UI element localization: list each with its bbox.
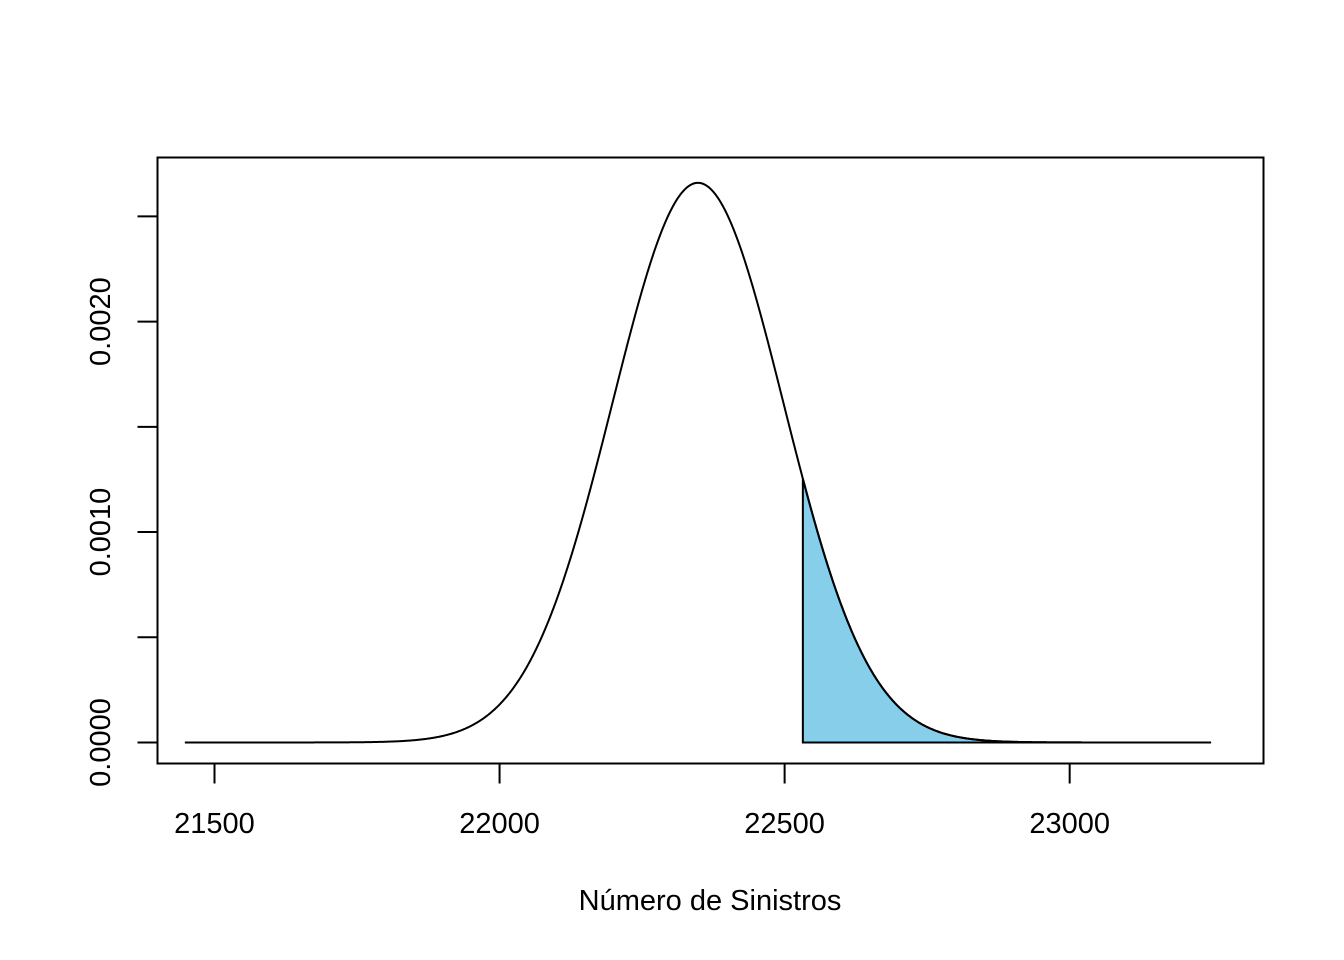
density-curve	[184, 181, 1212, 744]
y-tick-label: 0.0020	[85, 277, 117, 366]
x-axis: 21500 22000 22500 23000	[174, 762, 1110, 840]
x-axis-title: Número de Sinistros	[579, 885, 842, 917]
plot-frame	[156, 156, 1265, 765]
shaded-tail-region	[801, 478, 1212, 744]
y-tick-label: 0.0000	[85, 698, 117, 787]
x-tick-label: 22500	[744, 808, 825, 840]
y-tick-label: 0.0010	[85, 488, 117, 577]
x-tick-label: 22000	[459, 808, 540, 840]
y-axis: 0.0000 0.0010 0.0020	[85, 215, 159, 787]
curve-layer	[184, 181, 1212, 744]
x-tick-label: 23000	[1029, 808, 1110, 840]
x-tick-label: 21500	[174, 808, 255, 840]
shaded-area-layer	[801, 478, 1212, 744]
